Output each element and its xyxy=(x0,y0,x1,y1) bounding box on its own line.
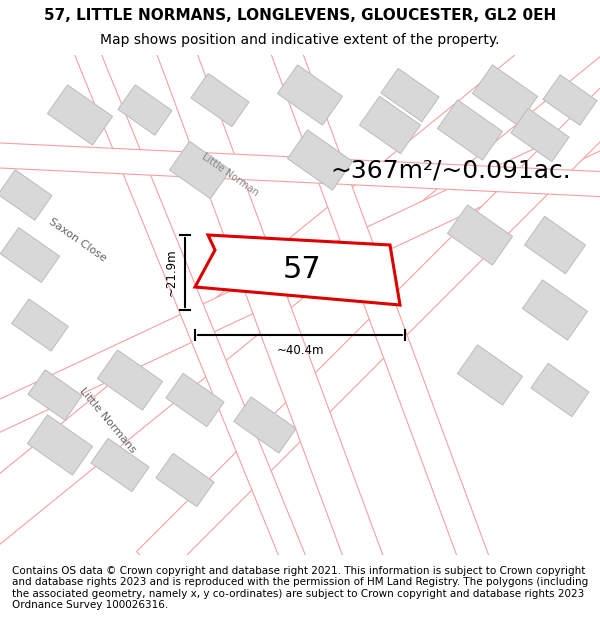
Polygon shape xyxy=(524,216,586,274)
Polygon shape xyxy=(91,438,149,492)
Polygon shape xyxy=(266,30,494,580)
Text: Contains OS data © Crown copyright and database right 2021. This information is : Contains OS data © Crown copyright and d… xyxy=(12,566,588,610)
Polygon shape xyxy=(437,100,503,160)
Polygon shape xyxy=(234,397,296,453)
Polygon shape xyxy=(277,65,343,125)
Polygon shape xyxy=(156,453,214,507)
Text: Saxon Close: Saxon Close xyxy=(47,216,109,264)
Polygon shape xyxy=(169,141,230,199)
Polygon shape xyxy=(191,73,249,127)
Text: 57, LITTLE NORMANS, LONGLEVENS, GLOUCESTER, GL2 0EH: 57, LITTLE NORMANS, LONGLEVENS, GLOUCEST… xyxy=(44,8,556,23)
Polygon shape xyxy=(531,363,589,417)
Polygon shape xyxy=(287,130,353,190)
Text: 57: 57 xyxy=(282,255,321,284)
Polygon shape xyxy=(511,108,569,162)
Polygon shape xyxy=(97,350,163,410)
Text: Little Norman: Little Norman xyxy=(200,152,260,198)
Polygon shape xyxy=(12,299,68,351)
Polygon shape xyxy=(0,170,52,220)
Polygon shape xyxy=(472,65,538,125)
Polygon shape xyxy=(47,85,113,145)
Text: ~21.9m: ~21.9m xyxy=(164,249,178,296)
Polygon shape xyxy=(0,111,600,439)
Text: Little Normans: Little Normans xyxy=(78,386,138,454)
Polygon shape xyxy=(523,280,587,340)
Polygon shape xyxy=(118,85,172,135)
Polygon shape xyxy=(166,373,224,427)
Polygon shape xyxy=(137,52,600,578)
Polygon shape xyxy=(448,205,512,265)
Polygon shape xyxy=(0,142,600,198)
Polygon shape xyxy=(543,75,597,125)
Polygon shape xyxy=(0,0,600,546)
Polygon shape xyxy=(359,96,421,154)
Polygon shape xyxy=(28,415,92,475)
Text: ~40.4m: ~40.4m xyxy=(276,344,324,357)
Text: ~367m²/~0.091ac.: ~367m²/~0.091ac. xyxy=(330,158,571,182)
Polygon shape xyxy=(152,28,388,582)
Text: Map shows position and indicative extent of the property.: Map shows position and indicative extent… xyxy=(100,32,500,47)
Polygon shape xyxy=(381,68,439,122)
Polygon shape xyxy=(1,228,59,282)
Polygon shape xyxy=(195,235,400,305)
Polygon shape xyxy=(28,370,82,420)
Polygon shape xyxy=(457,345,523,405)
Polygon shape xyxy=(68,30,311,580)
